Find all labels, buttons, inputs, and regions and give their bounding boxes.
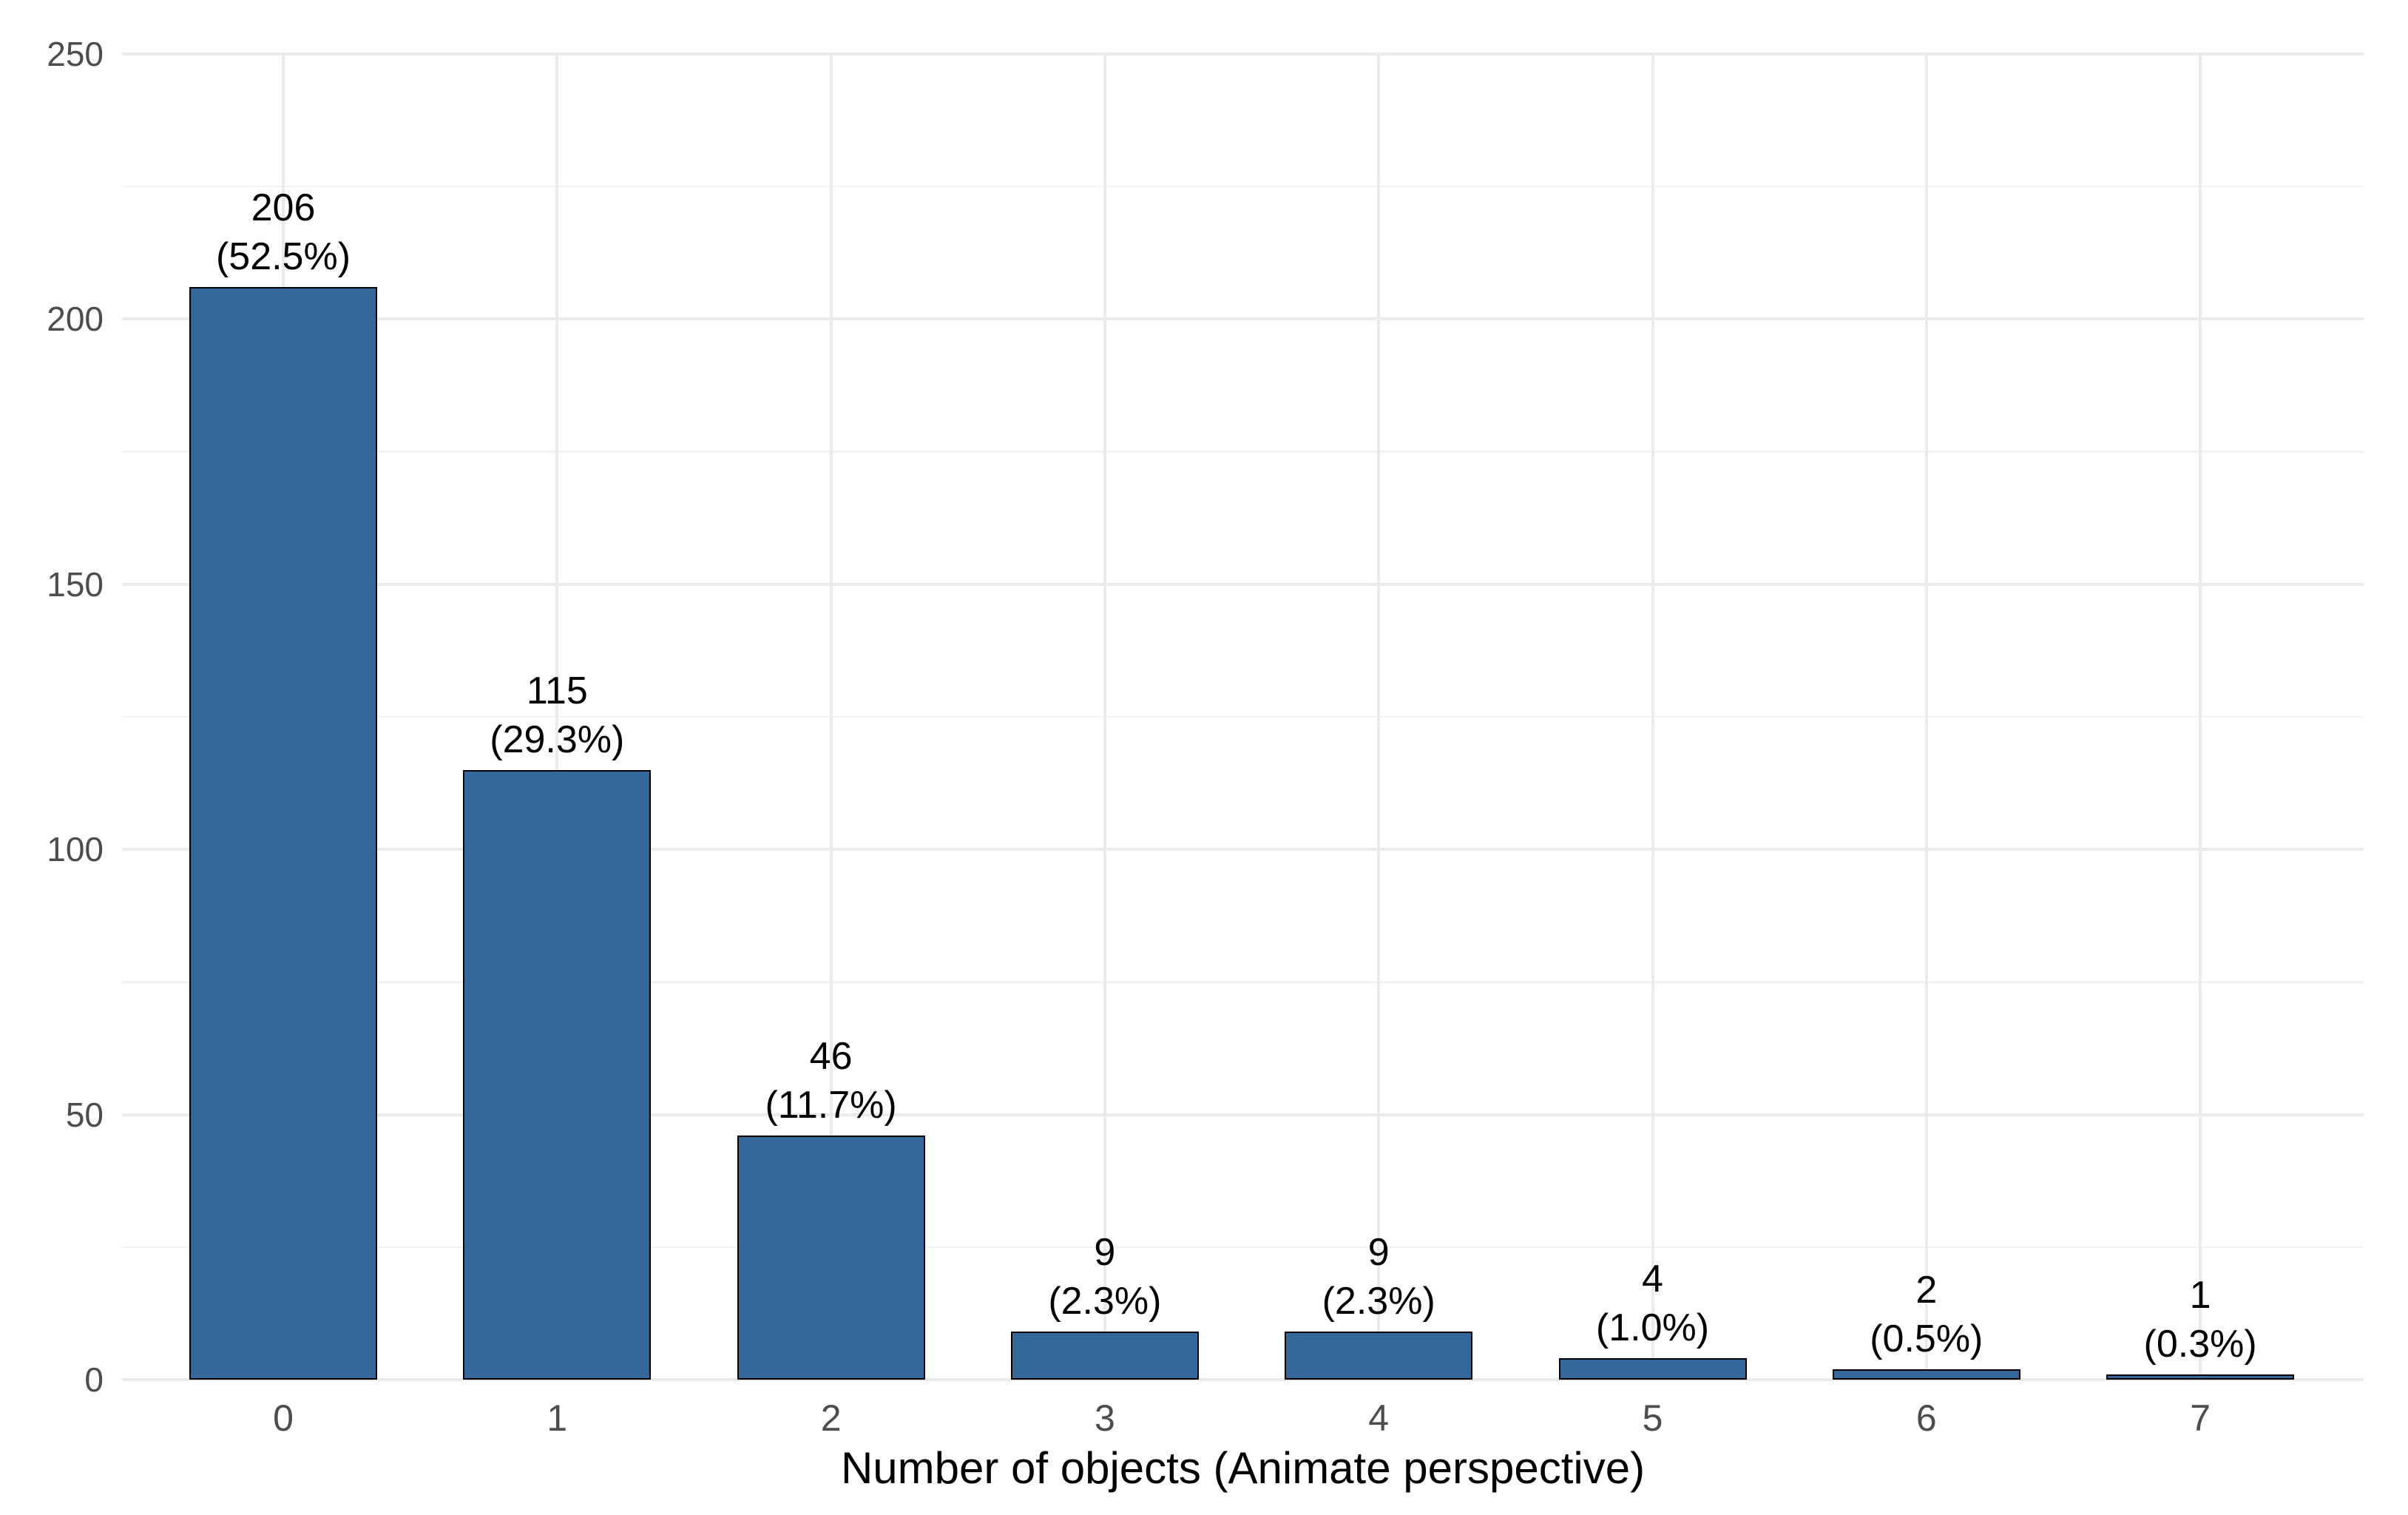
x-tick-label-6: 6 <box>1915 1397 1937 1439</box>
gridline-vertical-x2 <box>829 54 833 1380</box>
gridline-minor-y75 <box>122 981 2364 983</box>
y-tick-label-150: 150 <box>47 564 104 604</box>
bar-percent-label: (1.0%) <box>1595 1306 1710 1350</box>
bar-count-label: 46 <box>809 1035 853 1079</box>
bar-count-label: 115 <box>526 669 588 712</box>
gridline-vertical-x4 <box>1377 54 1381 1380</box>
gridline-vertical-x1 <box>555 54 559 1380</box>
y-tick-label-100: 100 <box>47 830 104 869</box>
bar-label-category-2: 46 (11.7%) <box>694 1032 968 1130</box>
bar-percent-label: (29.3%) <box>490 718 625 761</box>
bar-category-0 <box>189 287 377 1380</box>
y-tick-label-250: 250 <box>47 35 104 73</box>
gridline-vertical-x6 <box>1924 54 1928 1380</box>
x-axis-title: Number of objects (Animate perspective) <box>840 1443 1646 1493</box>
bar-label-category-5: 4 (1.0%) <box>1516 1255 1790 1352</box>
gridline-vertical-x5 <box>1651 54 1654 1380</box>
x-tick-label-3: 3 <box>1094 1397 1115 1439</box>
gridline-minor-y25 <box>122 1246 2364 1249</box>
y-tick-label-200: 200 <box>47 300 104 339</box>
y-tick-label-0: 0 <box>84 1360 104 1399</box>
x-tick-label-4: 4 <box>1368 1397 1390 1439</box>
bar-label-category-1: 115 (29.3%) <box>420 667 694 764</box>
x-tick-label-0: 0 <box>273 1397 294 1439</box>
x-tick-label-5: 5 <box>1642 1397 1663 1439</box>
gridline-major-y100 <box>122 848 2364 851</box>
bar-category-7 <box>2106 1374 2295 1380</box>
bar-percent-label: (11.7%) <box>765 1084 897 1127</box>
gridline-minor-y175 <box>122 451 2364 453</box>
gridline-vertical-x3 <box>1103 54 1106 1380</box>
gridline-major-y200 <box>122 317 2364 321</box>
bar-percent-label: (0.3%) <box>2143 1322 2257 1366</box>
gridline-vertical-x7 <box>2199 54 2202 1380</box>
gridline-major-y0 <box>122 1378 2364 1381</box>
gridline-minor-y125 <box>122 715 2364 718</box>
y-tick-label-50: 50 <box>65 1095 104 1134</box>
bar-percent-label: (2.3%) <box>1322 1280 1435 1323</box>
gridline-minor-y225 <box>122 185 2364 188</box>
bar-category-4 <box>1285 1332 1473 1380</box>
bar-label-category-0: 206 (52.5%) <box>146 183 420 281</box>
bar-category-5 <box>1558 1358 1747 1380</box>
x-tick-label-7: 7 <box>2190 1397 2211 1439</box>
bar-category-6 <box>1832 1369 2020 1380</box>
x-tick-label-2: 2 <box>820 1397 842 1439</box>
gridline-major-y50 <box>122 1113 2364 1116</box>
bar-count-label: 206 <box>251 186 316 230</box>
bar-percent-label: (2.3%) <box>1048 1280 1162 1323</box>
x-tick-label-1: 1 <box>547 1397 568 1439</box>
bar-category-1 <box>463 769 652 1380</box>
bar-count-label: 9 <box>1367 1231 1390 1275</box>
bar-percent-label: (52.5%) <box>215 235 351 279</box>
bar-label-category-6: 2 (0.5%) <box>1790 1266 2063 1363</box>
gridline-major-y250 <box>122 53 2364 55</box>
bar-count-label: 4 <box>1642 1258 1663 1301</box>
bar-label-category-3: 9 (2.3%) <box>968 1228 1242 1326</box>
bar-count-label: 1 <box>2189 1273 2211 1317</box>
gridline-major-y150 <box>122 582 2364 586</box>
bar-label-category-7: 1 (0.3%) <box>2063 1271 2337 1369</box>
bar-label-category-4: 9 (2.3%) <box>1242 1228 1515 1326</box>
bar-count-label: 2 <box>1915 1268 1938 1312</box>
bar-category-2 <box>737 1136 925 1380</box>
bar-percent-label: (0.5%) <box>1870 1317 1983 1360</box>
bar-category-3 <box>1010 1332 1199 1380</box>
bar-count-label: 9 <box>1094 1231 1116 1275</box>
